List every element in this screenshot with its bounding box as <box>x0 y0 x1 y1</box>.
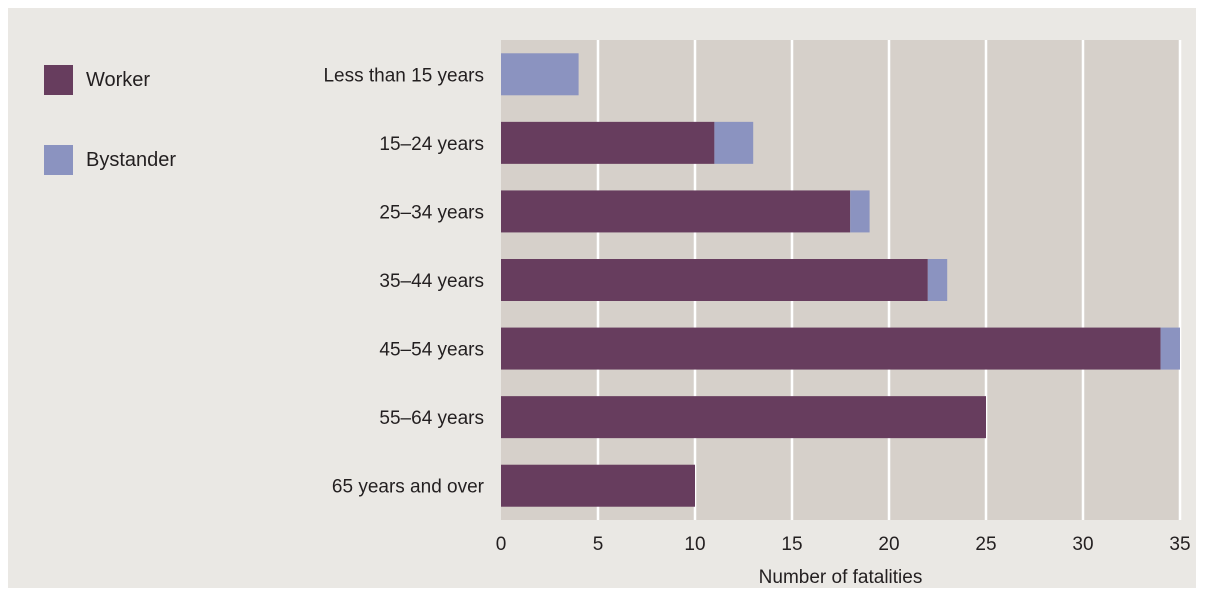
category-label: 45–54 years <box>379 340 484 361</box>
legend-item-bystander: Bystander <box>44 145 176 175</box>
bar-bystander <box>927 259 948 301</box>
x-tick-label: 35 <box>1169 534 1190 555</box>
bar-worker <box>501 327 1161 370</box>
bar-bystander <box>501 53 579 96</box>
bar-bystander <box>1160 327 1180 370</box>
bar-worker <box>501 121 715 164</box>
category-label: 25–34 years <box>379 202 484 223</box>
x-tick-label: 10 <box>684 534 705 555</box>
x-tick-label: 5 <box>593 534 604 555</box>
category-label: 15–24 years <box>379 134 484 155</box>
bar-bystander <box>714 121 754 164</box>
x-tick-label: 0 <box>496 534 507 555</box>
bar-bystander <box>850 190 870 233</box>
legend-label-bystander: Bystander <box>86 148 177 171</box>
x-axis-title: Number of fatalities <box>759 567 923 588</box>
bar-worker <box>501 259 928 301</box>
legend-swatch-bystander <box>44 145 73 175</box>
legend-item-worker: Worker <box>44 65 150 95</box>
category-label: 35–44 years <box>379 271 484 292</box>
category-label: 65 years and over <box>332 477 485 498</box>
bar-worker <box>501 190 851 233</box>
legend-swatch-worker <box>44 65 73 95</box>
legend-label-worker: Worker <box>86 68 151 91</box>
x-tick-label: 30 <box>1072 534 1093 555</box>
x-tick-label: 15 <box>781 534 802 555</box>
category-label: Less than 15 years <box>323 65 484 86</box>
x-tick-label: 25 <box>975 534 996 555</box>
bar-worker <box>501 464 695 507</box>
category-label: 55–64 years <box>379 408 484 429</box>
bar-worker <box>501 396 986 439</box>
x-tick-label: 20 <box>878 534 899 555</box>
